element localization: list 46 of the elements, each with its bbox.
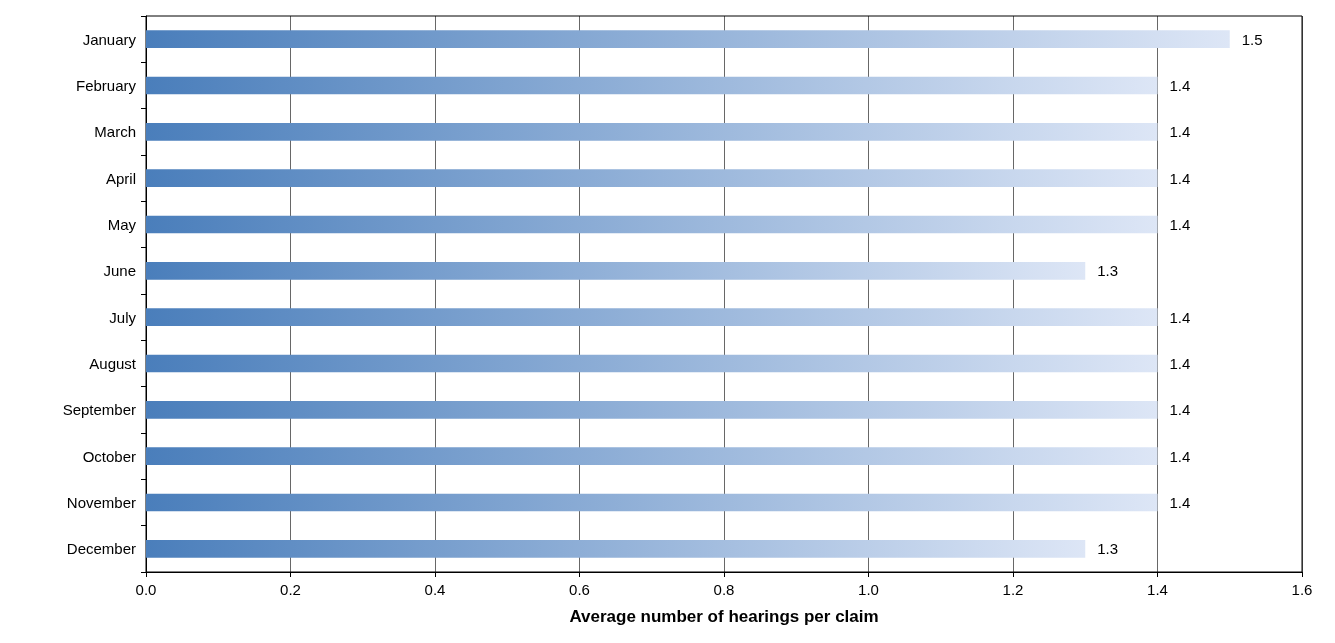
data-label: 1.4 <box>1169 355 1191 372</box>
y-tick-label: September <box>62 401 136 419</box>
bar <box>146 493 1158 512</box>
x-tick-label: 0.0 <box>135 581 157 598</box>
data-label: 1.4 <box>1169 308 1191 326</box>
y-tick-label: October <box>82 447 136 465</box>
x-tick-label: 0.4 <box>424 581 446 598</box>
bar <box>146 262 1086 280</box>
x-axis-title: Average number of hearings per claim <box>569 607 879 626</box>
bar <box>146 30 1230 48</box>
bar <box>146 401 1158 419</box>
bar <box>146 215 1158 234</box>
y-tick-label: June <box>103 262 136 280</box>
x-tick-label: 0.6 <box>569 581 590 598</box>
bar <box>146 354 1158 373</box>
bar <box>146 76 1158 95</box>
bar <box>146 540 1086 558</box>
bar <box>146 169 1158 187</box>
x-tick-label: 1.2 <box>1002 581 1024 598</box>
y-tick-label: March <box>94 123 136 141</box>
data-label: 1.4 <box>1169 494 1191 511</box>
y-tick-label: August <box>89 355 137 372</box>
bar <box>146 123 1158 141</box>
data-label: 1.3 <box>1097 540 1119 558</box>
y-tick-label: December <box>66 540 136 558</box>
data-label: 1.4 <box>1169 123 1191 141</box>
x-tick-label: 1.6 <box>1291 581 1313 598</box>
data-label: 1.5 <box>1241 30 1263 48</box>
x-tick-label: 1.0 <box>858 581 879 598</box>
data-label: 1.3 <box>1097 262 1119 280</box>
y-tick-label: November <box>66 494 136 511</box>
y-tick-label: January <box>82 30 137 48</box>
data-label: 1.4 <box>1169 401 1191 419</box>
data-label: 1.4 <box>1169 447 1191 465</box>
data-label: 1.4 <box>1169 169 1191 187</box>
x-tick-label: 1.4 <box>1147 581 1168 598</box>
x-tick-label: 0.8 <box>713 581 735 598</box>
bar <box>146 308 1158 326</box>
y-tick-label: April <box>105 169 136 187</box>
data-label: 1.4 <box>1169 77 1191 94</box>
data-label: 1.4 <box>1169 216 1191 233</box>
y-tick-label: May <box>107 216 137 233</box>
x-tick-label: 0.2 <box>280 581 301 598</box>
y-tick-label: July <box>109 308 137 326</box>
bar <box>146 447 1158 465</box>
y-tick-label: February <box>75 77 137 94</box>
